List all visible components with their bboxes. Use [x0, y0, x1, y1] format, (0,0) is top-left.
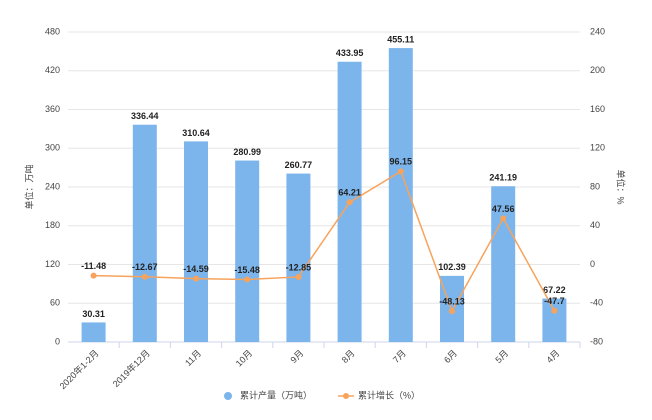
data-label: 280.99 [233, 147, 261, 157]
y-tick-label: 120 [45, 259, 60, 269]
data-label: 310.64 [182, 128, 210, 138]
data-label: 47.56 [492, 204, 515, 214]
y-axis-label: 单位：万吨 [23, 164, 34, 209]
line-point [346, 199, 353, 206]
data-label: 64.21 [338, 188, 361, 198]
data-label: 455.11 [387, 34, 414, 44]
y2-tick-label: -40 [590, 298, 603, 308]
line-point [500, 215, 507, 222]
y-tick-label: 420 [45, 65, 60, 75]
bar [286, 173, 311, 342]
line [93, 170, 556, 313]
line-point [397, 168, 404, 175]
data-label: 260.77 [285, 160, 313, 170]
line-point [295, 273, 302, 280]
data-label: 336.44 [131, 111, 159, 121]
y-tick-label: 480 [45, 26, 60, 36]
y2-tick-label: 0 [590, 259, 595, 269]
line-point [244, 276, 251, 283]
data-label: -47.7 [544, 296, 565, 306]
bar [81, 322, 106, 342]
data-label: 96.15 [390, 157, 413, 167]
line-point [141, 273, 148, 280]
line-point [90, 272, 97, 279]
line-point [551, 307, 558, 314]
line-point [193, 275, 199, 282]
y2-tick-label: 80 [590, 181, 600, 191]
line-point [449, 308, 455, 315]
y2-tick-label: 160 [590, 104, 605, 114]
y-tick-label: 300 [45, 143, 60, 153]
data-label: 102.39 [438, 262, 466, 272]
data-label: -14.59 [183, 264, 209, 274]
bar [542, 298, 567, 342]
data-label: -11.48 [81, 261, 106, 271]
y-tick-label: 60 [50, 298, 60, 308]
data-label: -12.67 [132, 262, 158, 272]
y2-tick-label: -80 [590, 336, 603, 346]
y2-tick-label: 120 [590, 143, 605, 153]
data-label: -48.13 [439, 297, 465, 307]
y-tick-label: 360 [45, 104, 60, 114]
y2-tick-label: 200 [590, 65, 605, 75]
legend-marker [343, 393, 349, 399]
bar [184, 141, 208, 342]
bar [491, 186, 516, 342]
y-tick-label: 180 [45, 220, 60, 230]
data-label: 241.19 [489, 173, 517, 183]
data-label: 433.95 [336, 48, 364, 58]
y2-tick-label: 40 [590, 220, 600, 230]
data-label: -12.85 [286, 262, 312, 272]
y2-tick-label: 240 [590, 26, 605, 36]
data-label: -15.48 [234, 265, 260, 275]
data-label: 67.22 [543, 285, 566, 295]
legend-label: 累计增长（%） [358, 389, 420, 400]
y-tick-label: 0 [55, 336, 60, 346]
y-tick-label: 240 [45, 181, 60, 191]
y2-axis-label: 单位：% [616, 169, 627, 204]
legend-marker [224, 392, 232, 400]
legend-label: 累计产量（万吨） [240, 389, 312, 400]
data-label: 30.31 [82, 309, 105, 319]
bar [235, 160, 260, 342]
bar [132, 124, 157, 342]
